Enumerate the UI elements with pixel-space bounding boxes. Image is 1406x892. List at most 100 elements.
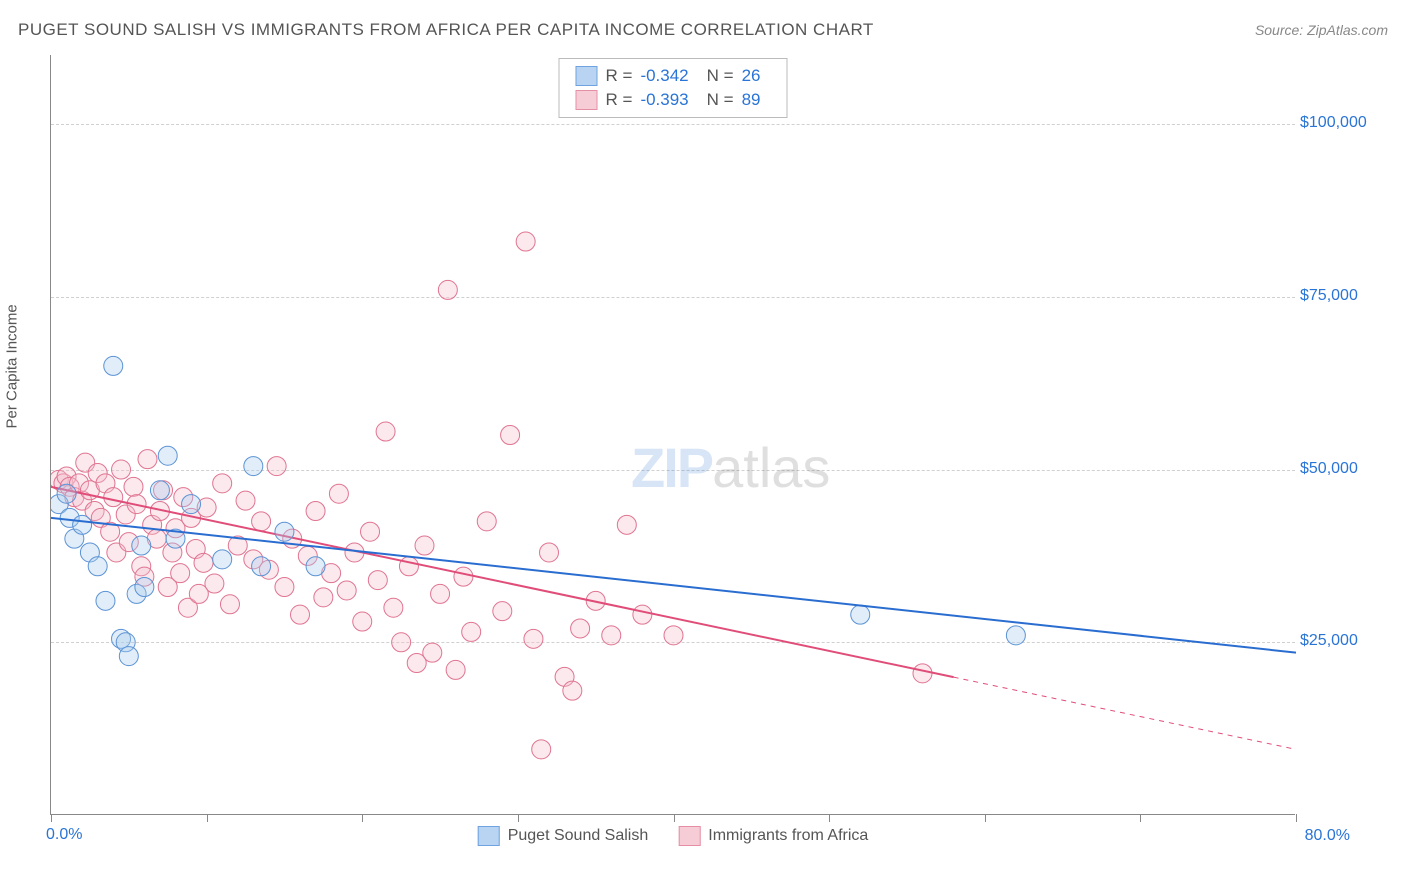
data-point-blue (96, 591, 115, 610)
data-point-pink (415, 536, 434, 555)
data-point-pink (368, 571, 387, 590)
stat-swatch-pink (576, 90, 598, 110)
data-point-blue (150, 481, 169, 500)
data-point-blue (244, 457, 263, 476)
data-point-pink (252, 512, 271, 531)
stat-r-label: R = (606, 66, 633, 86)
data-point-pink (462, 622, 481, 641)
data-point-pink (194, 553, 213, 572)
data-point-pink (236, 491, 255, 510)
data-point-pink (399, 557, 418, 576)
data-point-pink (501, 426, 520, 445)
data-point-pink (171, 564, 190, 583)
data-point-pink (361, 522, 380, 541)
legend-item-pink: Immigrants from Africa (678, 826, 868, 846)
data-point-blue (158, 446, 177, 465)
data-point-pink (337, 581, 356, 600)
data-point-pink (376, 422, 395, 441)
y-tick-label: $100,000 (1300, 114, 1390, 132)
x-tick (829, 814, 830, 822)
data-point-pink (532, 740, 551, 759)
data-point-pink (633, 605, 652, 624)
data-point-blue (104, 356, 123, 375)
x-tick (362, 814, 363, 822)
x-tick (51, 814, 52, 822)
data-point-pink (275, 578, 294, 597)
data-point-pink (493, 602, 512, 621)
data-point-blue (252, 557, 271, 576)
data-point-blue (57, 484, 76, 503)
stat-n-value: 26 (742, 66, 761, 86)
x-axis-min-label: 0.0% (46, 826, 82, 844)
data-point-pink (446, 660, 465, 679)
legend-swatch-pink (678, 826, 700, 846)
y-tick-label: $50,000 (1300, 460, 1390, 478)
data-point-pink (664, 626, 683, 645)
data-point-pink (138, 450, 157, 469)
stat-r-label: R = (606, 90, 633, 110)
data-point-pink (454, 567, 473, 586)
data-point-blue (119, 647, 138, 666)
x-tick (1140, 814, 1141, 822)
data-point-pink (306, 502, 325, 521)
data-point-blue (182, 495, 201, 514)
legend-label-blue: Puget Sound Salish (508, 827, 649, 845)
data-point-pink (314, 588, 333, 607)
data-point-pink (913, 664, 932, 683)
data-point-pink (438, 280, 457, 299)
chart-container: 0.0% R =-0.342N =26R =-0.393N =89 ZIPatl… (50, 55, 1295, 815)
data-point-pink (124, 477, 143, 496)
data-point-pink (477, 512, 496, 531)
data-point-blue (213, 550, 232, 569)
data-point-pink (563, 681, 582, 700)
data-point-pink (602, 626, 621, 645)
data-point-blue (88, 557, 107, 576)
data-point-blue (306, 557, 325, 576)
data-point-pink (353, 612, 372, 631)
legend-swatch-blue (478, 826, 500, 846)
regression-line-dashed-pink (954, 677, 1296, 749)
stats-legend-box: R =-0.342N =26R =-0.393N =89 (559, 58, 788, 118)
regression-line-pink (51, 487, 954, 677)
data-point-blue (73, 515, 92, 534)
data-point-pink (112, 460, 131, 479)
x-tick (674, 814, 675, 822)
data-point-pink (540, 543, 559, 562)
x-tick (985, 814, 986, 822)
stat-n-label: N = (707, 66, 734, 86)
data-point-pink (384, 598, 403, 617)
plot-area: 0.0% R =-0.342N =26R =-0.393N =89 ZIPatl… (50, 55, 1295, 815)
y-tick-label: $75,000 (1300, 287, 1390, 305)
x-tick (207, 814, 208, 822)
data-point-pink (524, 629, 543, 648)
stat-swatch-blue (576, 66, 598, 86)
legend-label-pink: Immigrants from Africa (708, 827, 868, 845)
data-point-blue (851, 605, 870, 624)
data-point-pink (571, 619, 590, 638)
stat-r-value: -0.342 (640, 66, 688, 86)
data-point-blue (135, 578, 154, 597)
stats-row-pink: R =-0.393N =89 (576, 88, 771, 112)
chart-title: PUGET SOUND SALISH VS IMMIGRANTS FROM AF… (18, 20, 874, 40)
data-point-pink (617, 515, 636, 534)
data-point-pink (267, 457, 286, 476)
data-point-blue (1006, 626, 1025, 645)
data-point-pink (431, 584, 450, 603)
data-point-pink (423, 643, 442, 662)
stat-n-value: 89 (742, 90, 761, 110)
x-tick (518, 814, 519, 822)
series-legend: Puget Sound Salish Immigrants from Africa (478, 826, 869, 846)
y-tick-label: $25,000 (1300, 632, 1390, 650)
data-point-pink (516, 232, 535, 251)
data-point-pink (220, 595, 239, 614)
stat-n-label: N = (707, 90, 734, 110)
data-point-blue (132, 536, 151, 555)
data-point-pink (104, 488, 123, 507)
x-axis-max-label: 80.0% (1305, 827, 1350, 845)
data-point-pink (205, 574, 224, 593)
x-tick (1296, 814, 1297, 822)
legend-item-blue: Puget Sound Salish (478, 826, 649, 846)
chart-header: PUGET SOUND SALISH VS IMMIGRANTS FROM AF… (18, 20, 1388, 40)
source-attribution: Source: ZipAtlas.com (1255, 22, 1388, 38)
stats-row-blue: R = -0.342 N = 26 (576, 64, 771, 88)
